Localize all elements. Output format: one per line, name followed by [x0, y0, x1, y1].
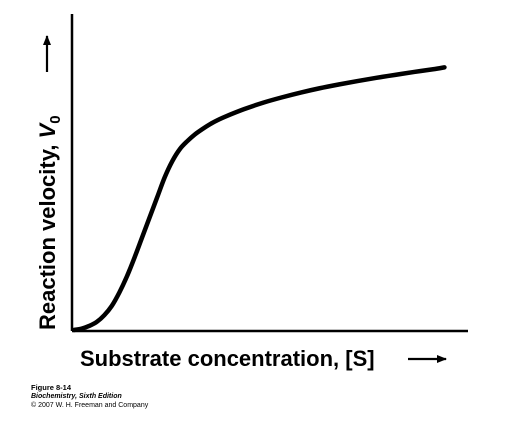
y-axis-label-text: Reaction velocity, [35, 138, 60, 330]
y-axis-label: Reaction velocity, V0 [35, 115, 64, 330]
x-axis-label: Substrate concentration, [S] [80, 346, 375, 371]
series-line [71, 65, 447, 333]
y-axis-label-symbol: V [35, 121, 60, 138]
figure-number: Figure 8-14 [31, 383, 72, 392]
copyright: © 2007 W. H. Freeman and Company [31, 402, 149, 409]
y-axis-label-subscript: 0 [47, 115, 64, 123]
book-title: Biochemistry, Sixth Edition [31, 393, 122, 400]
y-axis-label-group: Reaction velocity, V0 [35, 35, 64, 330]
